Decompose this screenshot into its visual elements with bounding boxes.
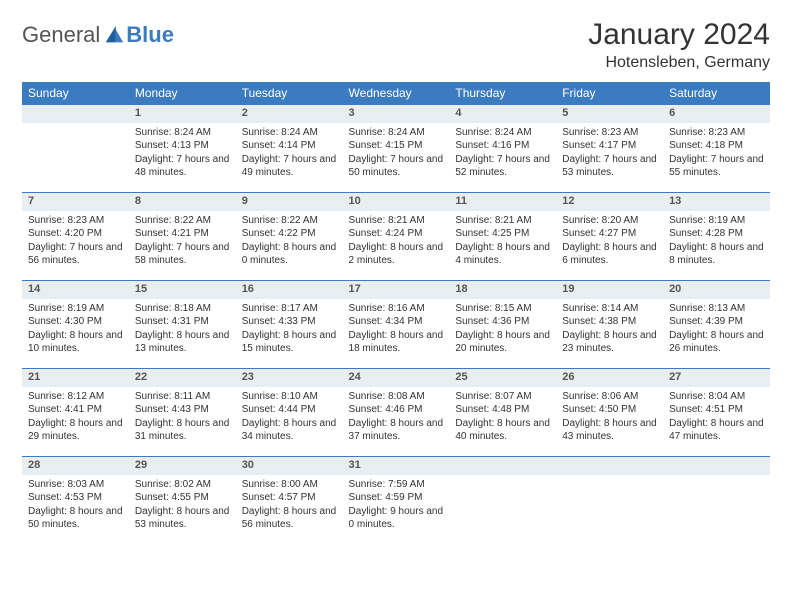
weekday-header: Friday <box>556 82 663 105</box>
weekday-header-row: Sunday Monday Tuesday Wednesday Thursday… <box>22 82 770 105</box>
day-cell: Sunrise: 8:23 AMSunset: 4:18 PMDaylight:… <box>663 123 770 193</box>
day-number: 26 <box>556 369 663 387</box>
logo-text-general: General <box>22 22 100 48</box>
weekday-header: Tuesday <box>236 82 343 105</box>
weekday-header: Sunday <box>22 82 129 105</box>
day-cell: Sunrise: 8:24 AMSunset: 4:14 PMDaylight:… <box>236 123 343 193</box>
day-number: 20 <box>663 281 770 299</box>
day-cell: Sunrise: 8:21 AMSunset: 4:25 PMDaylight:… <box>449 211 556 281</box>
page-title: January 2024 <box>588 18 770 52</box>
title-block: January 2024 Hotensleben, Germany <box>588 18 770 72</box>
day-number: 30 <box>236 457 343 475</box>
header: General Blue January 2024 Hotensleben, G… <box>22 18 770 72</box>
day-number: 7 <box>22 193 129 211</box>
day-number: 23 <box>236 369 343 387</box>
day-number: 25 <box>449 369 556 387</box>
weekday-header: Saturday <box>663 82 770 105</box>
day-cell: Sunrise: 8:17 AMSunset: 4:33 PMDaylight:… <box>236 299 343 369</box>
day-cell: Sunrise: 7:59 AMSunset: 4:59 PMDaylight:… <box>343 475 450 545</box>
day-number: 1 <box>129 105 236 123</box>
weekday-header: Wednesday <box>343 82 450 105</box>
location-label: Hotensleben, Germany <box>588 54 770 72</box>
day-number: 14 <box>22 281 129 299</box>
day-number: 12 <box>556 193 663 211</box>
day-content-row: Sunrise: 8:24 AMSunset: 4:13 PMDaylight:… <box>22 123 770 193</box>
day-cell: Sunrise: 8:24 AMSunset: 4:15 PMDaylight:… <box>343 123 450 193</box>
day-cell: Sunrise: 8:24 AMSunset: 4:13 PMDaylight:… <box>129 123 236 193</box>
day-number <box>663 457 770 475</box>
day-cell: Sunrise: 8:23 AMSunset: 4:20 PMDaylight:… <box>22 211 129 281</box>
day-cell: Sunrise: 8:11 AMSunset: 4:43 PMDaylight:… <box>129 387 236 457</box>
day-cell: Sunrise: 8:23 AMSunset: 4:17 PMDaylight:… <box>556 123 663 193</box>
day-number: 6 <box>663 105 770 123</box>
day-cell: Sunrise: 8:13 AMSunset: 4:39 PMDaylight:… <box>663 299 770 369</box>
day-content-row: Sunrise: 8:19 AMSunset: 4:30 PMDaylight:… <box>22 299 770 369</box>
day-cell <box>449 475 556 545</box>
day-cell: Sunrise: 8:22 AMSunset: 4:22 PMDaylight:… <box>236 211 343 281</box>
day-number: 4 <box>449 105 556 123</box>
day-number: 27 <box>663 369 770 387</box>
day-cell <box>663 475 770 545</box>
day-cell: Sunrise: 8:06 AMSunset: 4:50 PMDaylight:… <box>556 387 663 457</box>
day-cell: Sunrise: 8:00 AMSunset: 4:57 PMDaylight:… <box>236 475 343 545</box>
day-number: 29 <box>129 457 236 475</box>
day-cell <box>556 475 663 545</box>
day-number: 15 <box>129 281 236 299</box>
day-number: 22 <box>129 369 236 387</box>
day-cell: Sunrise: 8:04 AMSunset: 4:51 PMDaylight:… <box>663 387 770 457</box>
day-number: 28 <box>22 457 129 475</box>
day-number <box>449 457 556 475</box>
day-cell: Sunrise: 8:07 AMSunset: 4:48 PMDaylight:… <box>449 387 556 457</box>
day-cell: Sunrise: 8:24 AMSunset: 4:16 PMDaylight:… <box>449 123 556 193</box>
day-number: 16 <box>236 281 343 299</box>
day-cell: Sunrise: 8:21 AMSunset: 4:24 PMDaylight:… <box>343 211 450 281</box>
day-content-row: Sunrise: 8:12 AMSunset: 4:41 PMDaylight:… <box>22 387 770 457</box>
day-number-row: 78910111213 <box>22 193 770 211</box>
logo: General Blue <box>22 18 174 48</box>
day-number: 13 <box>663 193 770 211</box>
day-number: 8 <box>129 193 236 211</box>
day-cell: Sunrise: 8:22 AMSunset: 4:21 PMDaylight:… <box>129 211 236 281</box>
day-number: 19 <box>556 281 663 299</box>
day-number: 31 <box>343 457 450 475</box>
day-number-row: 14151617181920 <box>22 281 770 299</box>
sail-icon <box>103 24 125 46</box>
day-cell: Sunrise: 8:16 AMSunset: 4:34 PMDaylight:… <box>343 299 450 369</box>
day-number: 21 <box>22 369 129 387</box>
day-number-row: 21222324252627 <box>22 369 770 387</box>
day-number: 10 <box>343 193 450 211</box>
day-cell: Sunrise: 8:18 AMSunset: 4:31 PMDaylight:… <box>129 299 236 369</box>
day-number-row: 28293031 <box>22 457 770 475</box>
day-number: 18 <box>449 281 556 299</box>
calendar-table: Sunday Monday Tuesday Wednesday Thursday… <box>22 82 770 545</box>
logo-text-blue: Blue <box>126 22 174 48</box>
day-number: 24 <box>343 369 450 387</box>
day-cell: Sunrise: 8:08 AMSunset: 4:46 PMDaylight:… <box>343 387 450 457</box>
day-cell: Sunrise: 8:10 AMSunset: 4:44 PMDaylight:… <box>236 387 343 457</box>
day-number: 2 <box>236 105 343 123</box>
day-cell: Sunrise: 8:15 AMSunset: 4:36 PMDaylight:… <box>449 299 556 369</box>
day-cell: Sunrise: 8:20 AMSunset: 4:27 PMDaylight:… <box>556 211 663 281</box>
day-cell: Sunrise: 8:14 AMSunset: 4:38 PMDaylight:… <box>556 299 663 369</box>
day-number: 5 <box>556 105 663 123</box>
day-content-row: Sunrise: 8:03 AMSunset: 4:53 PMDaylight:… <box>22 475 770 545</box>
day-cell: Sunrise: 8:03 AMSunset: 4:53 PMDaylight:… <box>22 475 129 545</box>
day-number: 17 <box>343 281 450 299</box>
weekday-header: Thursday <box>449 82 556 105</box>
day-number: 3 <box>343 105 450 123</box>
day-number: 11 <box>449 193 556 211</box>
day-cell: Sunrise: 8:12 AMSunset: 4:41 PMDaylight:… <box>22 387 129 457</box>
day-cell: Sunrise: 8:19 AMSunset: 4:28 PMDaylight:… <box>663 211 770 281</box>
day-number <box>556 457 663 475</box>
day-number: 9 <box>236 193 343 211</box>
day-number <box>22 105 129 123</box>
day-content-row: Sunrise: 8:23 AMSunset: 4:20 PMDaylight:… <box>22 211 770 281</box>
weekday-header: Monday <box>129 82 236 105</box>
day-cell: Sunrise: 8:19 AMSunset: 4:30 PMDaylight:… <box>22 299 129 369</box>
day-cell <box>22 123 129 193</box>
day-cell: Sunrise: 8:02 AMSunset: 4:55 PMDaylight:… <box>129 475 236 545</box>
day-number-row: 123456 <box>22 105 770 123</box>
